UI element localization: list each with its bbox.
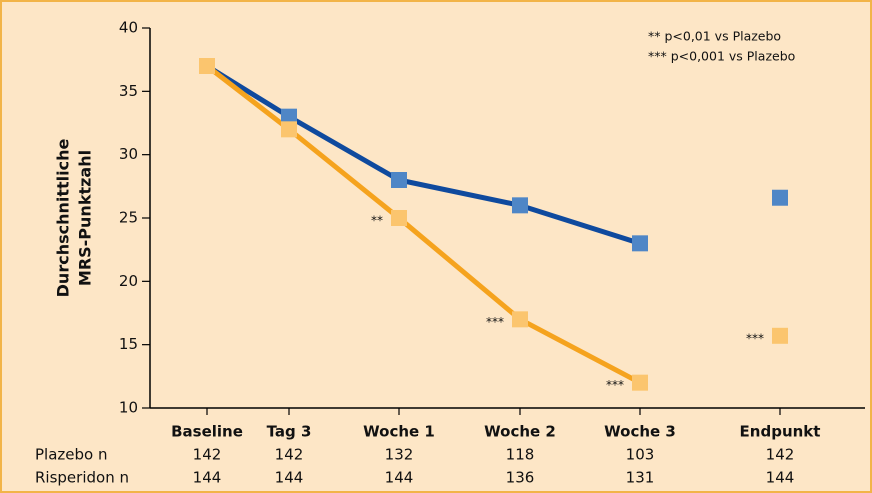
- marker: [772, 327, 788, 344]
- y-tick-label: 15: [119, 335, 138, 353]
- y-axis-label: Durchschnittliche: [54, 139, 73, 298]
- marker: [512, 311, 528, 328]
- y-tick-label: 40: [119, 19, 138, 37]
- table-cell: 103: [626, 446, 655, 464]
- x-tick-label: Endpunkt: [740, 423, 821, 441]
- table-cell: 144: [193, 469, 222, 487]
- annotation: ***: [606, 378, 624, 392]
- table-cell: 131: [626, 469, 655, 487]
- y-tick-label: 25: [119, 209, 138, 227]
- table-row-label: Risperidon n: [35, 469, 129, 487]
- table-cell: 132: [385, 446, 414, 464]
- marker: [512, 197, 528, 214]
- table-row-label: Plazebo n: [35, 446, 107, 464]
- table-cell: 144: [275, 469, 304, 487]
- x-tick-label: Woche 2: [484, 423, 556, 441]
- table-cell: 142: [193, 446, 222, 464]
- note: ** p<0,01 vs Plazebo: [648, 29, 781, 44]
- table-cell: 144: [385, 469, 414, 487]
- marker: [632, 235, 648, 252]
- marker: [391, 210, 407, 226]
- annotation: ***: [486, 315, 504, 329]
- marker: [281, 108, 297, 125]
- y-tick-label: 30: [119, 145, 138, 163]
- annotation: ***: [746, 331, 764, 345]
- marker: [281, 121, 297, 138]
- x-tick-label: Baseline: [171, 423, 243, 441]
- x-tick-label: Woche 1: [363, 423, 435, 441]
- marker: [772, 189, 788, 206]
- y-tick-label: 35: [119, 82, 138, 100]
- marker: [199, 58, 215, 74]
- annotation: **: [371, 214, 383, 228]
- table-cell: 142: [766, 446, 795, 464]
- marker: [632, 374, 648, 391]
- y-axis-label: MRS-Punktzahl: [76, 150, 95, 286]
- x-tick-label: Woche 3: [604, 423, 676, 441]
- table-cell: 142: [275, 446, 304, 464]
- table-cell: 136: [506, 469, 535, 487]
- marker: [391, 172, 407, 188]
- table-cell: 118: [506, 446, 535, 464]
- table-cell: 144: [766, 469, 795, 487]
- y-tick-label: 10: [119, 399, 138, 417]
- x-tick-label: Tag 3: [267, 423, 312, 441]
- note: *** p<0,001 vs Plazebo: [648, 49, 795, 64]
- y-tick-label: 20: [119, 272, 138, 290]
